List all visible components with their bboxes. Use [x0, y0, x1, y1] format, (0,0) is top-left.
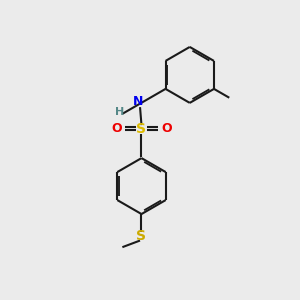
Text: O: O — [112, 122, 122, 135]
Text: O: O — [161, 122, 172, 135]
Text: S: S — [136, 229, 146, 243]
Text: N: N — [133, 95, 143, 108]
Text: S: S — [136, 122, 146, 136]
Text: H: H — [115, 107, 124, 118]
